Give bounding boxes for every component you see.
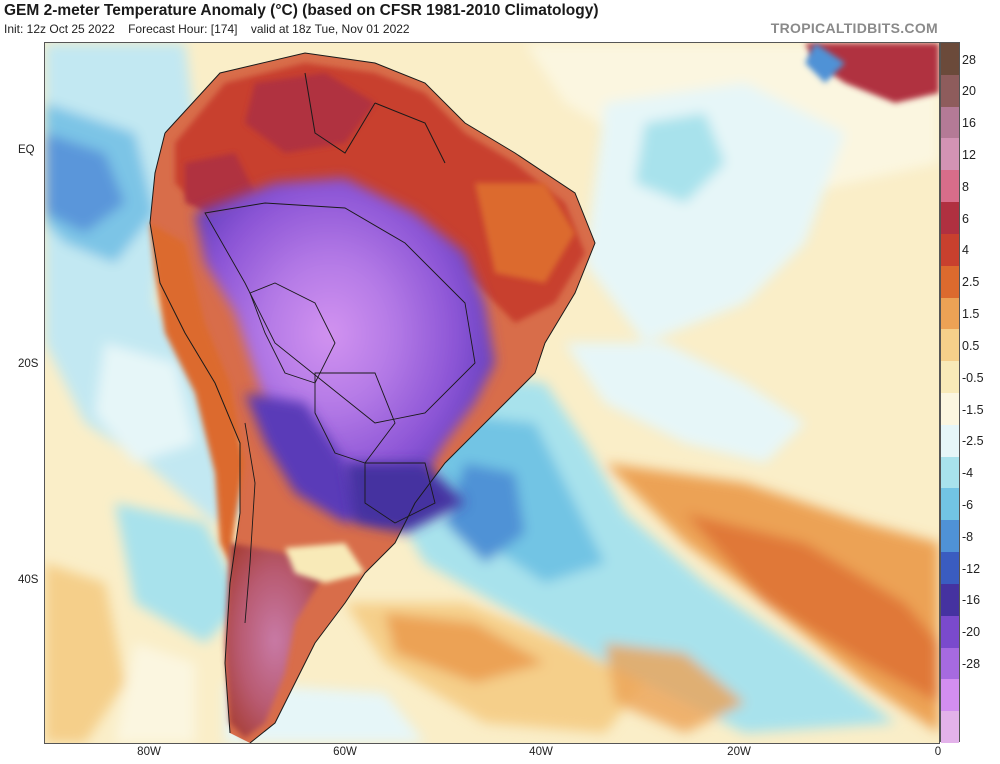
valid-time: valid at 18z Tue, Nov 01 2022	[250, 22, 410, 36]
colorbar-label: 20	[962, 84, 976, 99]
colorbar-segment	[941, 74, 959, 108]
lon-label-80w: 80W	[137, 746, 161, 758]
anomaly-map	[44, 42, 940, 744]
colorbar-label: 2.5	[962, 275, 980, 290]
colorbar	[940, 42, 960, 744]
colorbar-label: 0.5	[962, 338, 980, 353]
colorbar-segment	[941, 647, 959, 680]
colorbar-segment	[941, 488, 959, 521]
pacific-anomaly	[45, 43, 245, 743]
colorbar-segment	[941, 711, 959, 744]
colorbar-segment	[941, 329, 959, 362]
lon-label-0: 0	[934, 746, 942, 758]
colorbar-segment	[941, 583, 959, 617]
colorbar-label: 6	[962, 211, 969, 226]
colorbar-segment	[941, 393, 959, 426]
chart-subtitle: Init: 12z Oct 25 2022 Forecast Hour: [17…	[4, 22, 420, 36]
colorbar-segment	[941, 265, 959, 299]
colorbar-label: -16	[962, 593, 981, 608]
colorbar-segment	[941, 202, 959, 235]
colorbar-segment	[941, 456, 959, 489]
colorbar-label: -6	[962, 497, 974, 512]
colorbar-segment	[941, 297, 959, 330]
site-credit: TROPICALTIDBITS.COM	[770, 20, 938, 36]
lat-label-40s: 40S	[18, 574, 39, 586]
colorbar-segment	[941, 233, 959, 267]
lon-label-60w: 60W	[333, 746, 357, 758]
colorbar-label: -12	[962, 561, 981, 576]
colorbar-label: 12	[962, 147, 976, 162]
colorbar-segment	[941, 361, 959, 394]
colorbar-segment	[941, 615, 959, 649]
colorbar-segment	[941, 138, 959, 171]
init-time: Init: 12z Oct 25 2022	[4, 22, 115, 36]
lat-label-eq: EQ	[18, 144, 35, 156]
colorbar-segment	[941, 679, 959, 712]
atlantic-anomaly	[225, 43, 939, 743]
chart-title: GEM 2-meter Temperature Anomaly (°C) (ba…	[4, 2, 599, 19]
lon-label-40w: 40W	[529, 746, 553, 758]
colorbar-segment	[941, 106, 959, 139]
colorbar-label: -1.5	[962, 402, 984, 417]
colorbar-label: 4	[962, 243, 969, 258]
lat-label-20s: 20S	[18, 358, 39, 370]
colorbar-segment	[941, 552, 959, 585]
map-canvas	[45, 43, 939, 743]
country-borders	[149, 52, 596, 743]
colorbar-label: 8	[962, 179, 969, 194]
colorbar-label: 16	[962, 116, 976, 131]
colorbar-label: 28	[962, 52, 976, 67]
colorbar-label: -0.5	[962, 370, 984, 385]
forecast-hour: Forecast Hour: [174]	[128, 22, 238, 36]
colorbar-label: -8	[962, 529, 974, 544]
colorbar-segment	[941, 170, 959, 203]
africa-landmass	[805, 43, 939, 103]
colorbar-label: 1.5	[962, 307, 980, 322]
colorbar-label: -20	[962, 625, 981, 640]
south-america-landmass	[150, 53, 595, 743]
colorbar-segment	[941, 520, 959, 553]
colorbar-label: -28	[962, 657, 981, 672]
colorbar-segment	[941, 43, 959, 76]
colorbar-label: -4	[962, 466, 974, 481]
lon-label-20w: 20W	[727, 746, 751, 758]
colorbar-label: -2.5	[962, 434, 984, 449]
colorbar-segment	[941, 424, 959, 458]
